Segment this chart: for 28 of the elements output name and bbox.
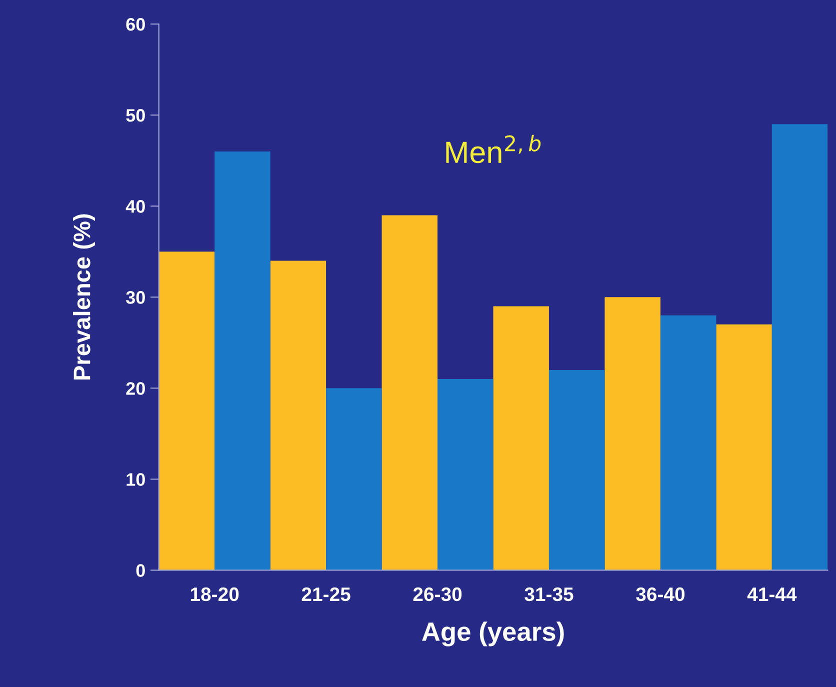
y-tick-label: 20	[126, 382, 145, 395]
bar	[604, 297, 660, 570]
annotation: Men$^{2,b}$	[446, 134, 541, 164]
y-tick-label: 10	[126, 473, 145, 486]
bar	[548, 370, 605, 570]
x-tick-label: 21-25	[302, 587, 350, 602]
x-tick-label: 36-40	[636, 587, 685, 602]
y-tick-label: 60	[126, 18, 145, 31]
bar	[270, 260, 326, 570]
y-tick-label: 40	[126, 200, 145, 213]
x-tick-label: 18-20	[190, 587, 239, 602]
bar	[660, 315, 716, 570]
bar	[158, 252, 215, 570]
bar	[716, 324, 772, 570]
x-axis-title: Age (years)	[422, 622, 564, 646]
y-tick-label: 50	[126, 109, 145, 122]
x-tick-label: 31-35	[524, 587, 574, 602]
y-tick-label: 30	[126, 291, 145, 304]
bar	[438, 379, 494, 570]
x-tick-label: 26-30	[413, 587, 462, 602]
bar	[493, 306, 549, 570]
bar	[382, 215, 438, 570]
bar	[326, 388, 382, 570]
y-tick-label: 0	[136, 564, 145, 577]
x-tick-label: 41-44	[747, 588, 797, 601]
bar	[772, 124, 828, 570]
bar	[214, 151, 270, 570]
y-axis-title: Prevalence (%)	[73, 214, 96, 380]
